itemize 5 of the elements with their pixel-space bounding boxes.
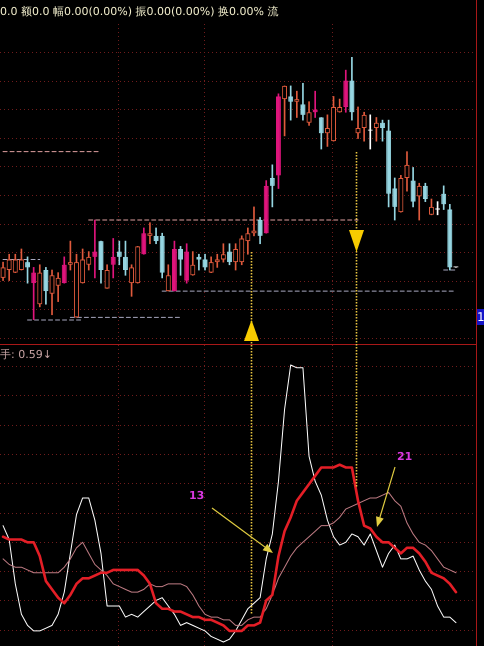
annotation: 21 xyxy=(397,450,412,464)
chart-title: 0.0 额0.0 幅0.00(0.00%) 振0.00(0.00%) 换0.00% 流 xyxy=(0,5,278,19)
annotation: 13 xyxy=(189,489,204,503)
chart-title: 手: 0.59↓ xyxy=(0,348,52,362)
text: 1 xyxy=(477,309,484,325)
